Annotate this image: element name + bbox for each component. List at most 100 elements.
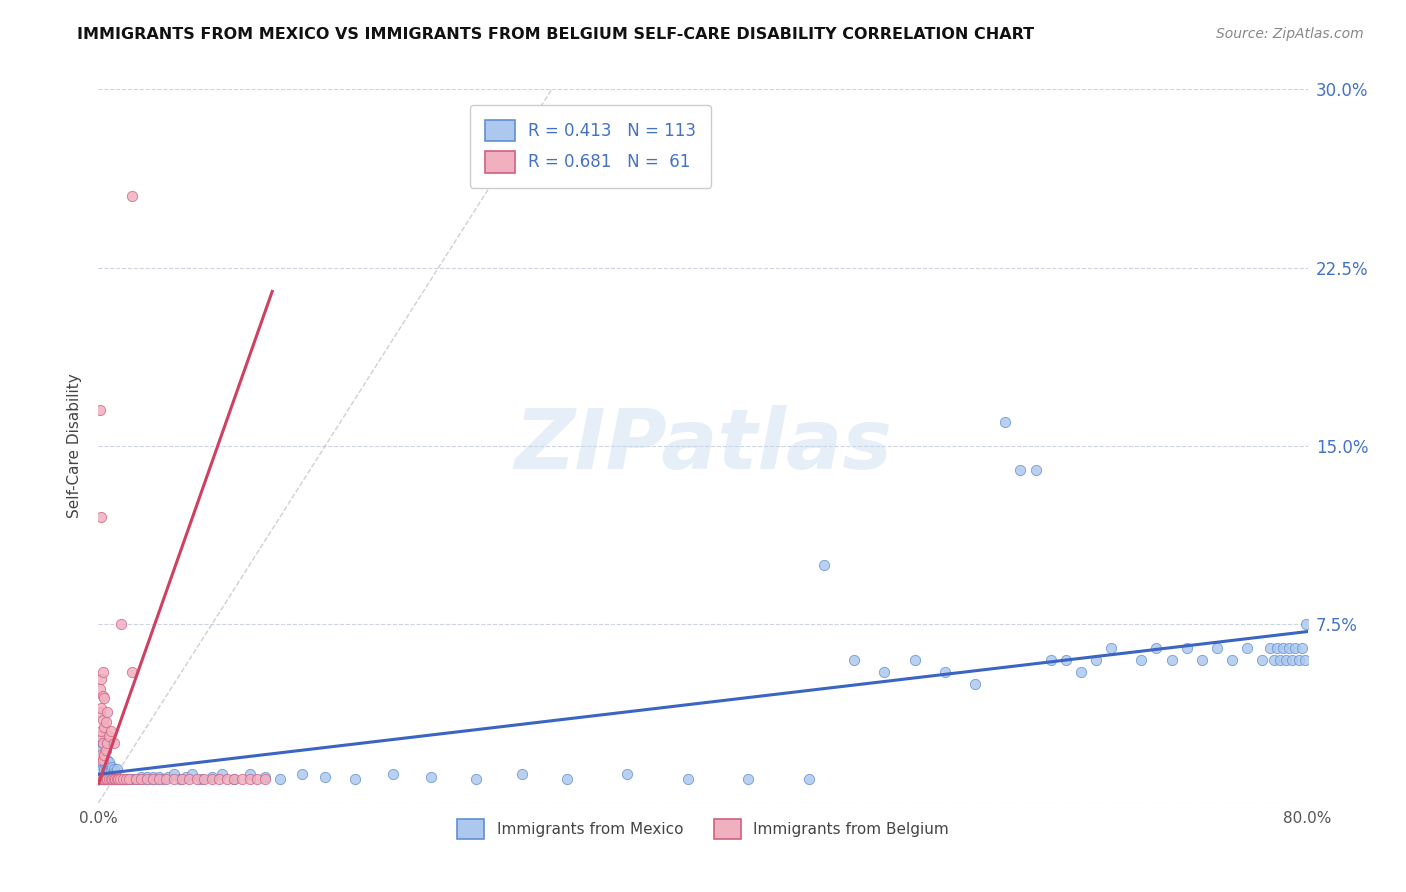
Point [96, 772, 118, 786]
Point [844, 653, 866, 667]
Point [91, 748, 114, 763]
Point [965, 677, 987, 691]
Point [1251, 653, 1274, 667]
Point [89, 681, 111, 696]
Point [1263, 653, 1285, 667]
Point [132, 772, 155, 786]
Point [1291, 641, 1313, 656]
Point [90, 743, 112, 757]
Point [115, 772, 138, 786]
Point [193, 772, 215, 786]
Point [90, 748, 112, 763]
Point [142, 772, 165, 786]
Point [96, 706, 118, 720]
Point [155, 772, 177, 786]
Point [101, 772, 124, 786]
Point [1284, 641, 1306, 656]
Point [555, 772, 578, 786]
Point [797, 772, 820, 786]
Point [181, 767, 204, 781]
Point [101, 772, 124, 786]
Point [1054, 653, 1077, 667]
Point [93, 763, 115, 777]
Point [103, 772, 125, 786]
Point [93, 772, 115, 786]
Point [100, 772, 122, 786]
Point [114, 772, 136, 786]
Point [120, 772, 142, 786]
Point [94, 772, 117, 786]
Point [93, 720, 115, 734]
Point [103, 772, 125, 786]
Point [186, 772, 208, 786]
Point [1099, 641, 1122, 656]
Point [114, 772, 136, 786]
Point [94, 714, 117, 729]
Point [101, 760, 124, 774]
Point [108, 772, 131, 786]
Point [1130, 653, 1153, 667]
Point [291, 767, 314, 781]
Point [90, 700, 112, 714]
Point [107, 772, 129, 786]
Point [1295, 617, 1317, 632]
Point [129, 770, 152, 784]
Point [121, 665, 143, 679]
Point [94, 772, 117, 786]
Point [90, 672, 112, 686]
Point [90, 772, 112, 786]
Legend: Immigrants from Mexico, Immigrants from Belgium: Immigrants from Mexico, Immigrants from … [451, 814, 955, 845]
Point [125, 772, 148, 786]
Point [90, 729, 112, 743]
Point [93, 691, 115, 706]
Point [89, 403, 111, 417]
Point [1220, 653, 1243, 667]
Point [382, 767, 405, 781]
Point [148, 772, 170, 786]
Point [420, 770, 443, 784]
Point [994, 415, 1017, 429]
Point [1236, 641, 1258, 656]
Point [96, 753, 118, 767]
Point [94, 743, 117, 757]
Point [100, 763, 122, 777]
Point [90, 724, 112, 739]
Point [145, 772, 167, 786]
Point [211, 767, 233, 781]
Point [135, 770, 157, 784]
Point [121, 189, 143, 203]
Point [91, 689, 114, 703]
Point [163, 772, 186, 786]
Point [105, 763, 128, 777]
Point [124, 772, 146, 786]
Point [239, 772, 262, 786]
Text: IMMIGRANTS FROM MEXICO VS IMMIGRANTS FROM BELGIUM SELF-CARE DISABILITY CORRELATI: IMMIGRANTS FROM MEXICO VS IMMIGRANTS FRO… [77, 27, 1035, 42]
Point [1144, 641, 1167, 656]
Point [190, 772, 212, 786]
Point [112, 772, 135, 786]
Point [1270, 653, 1292, 667]
Point [104, 772, 127, 786]
Point [111, 772, 134, 786]
Point [676, 772, 699, 786]
Point [253, 772, 276, 786]
Point [127, 772, 149, 786]
Point [94, 760, 117, 774]
Point [89, 753, 111, 767]
Point [163, 767, 186, 781]
Text: Source: ZipAtlas.com: Source: ZipAtlas.com [1216, 27, 1364, 41]
Point [90, 510, 112, 524]
Point [91, 665, 114, 679]
Point [93, 750, 115, 764]
Point [103, 736, 125, 750]
Point [100, 772, 122, 786]
Point [104, 764, 127, 779]
Point [89, 772, 111, 786]
Point [201, 772, 224, 786]
Point [1191, 653, 1213, 667]
Point [1010, 463, 1032, 477]
Point [111, 772, 134, 786]
Point [269, 772, 291, 786]
Point [1085, 653, 1108, 667]
Point [90, 753, 112, 767]
